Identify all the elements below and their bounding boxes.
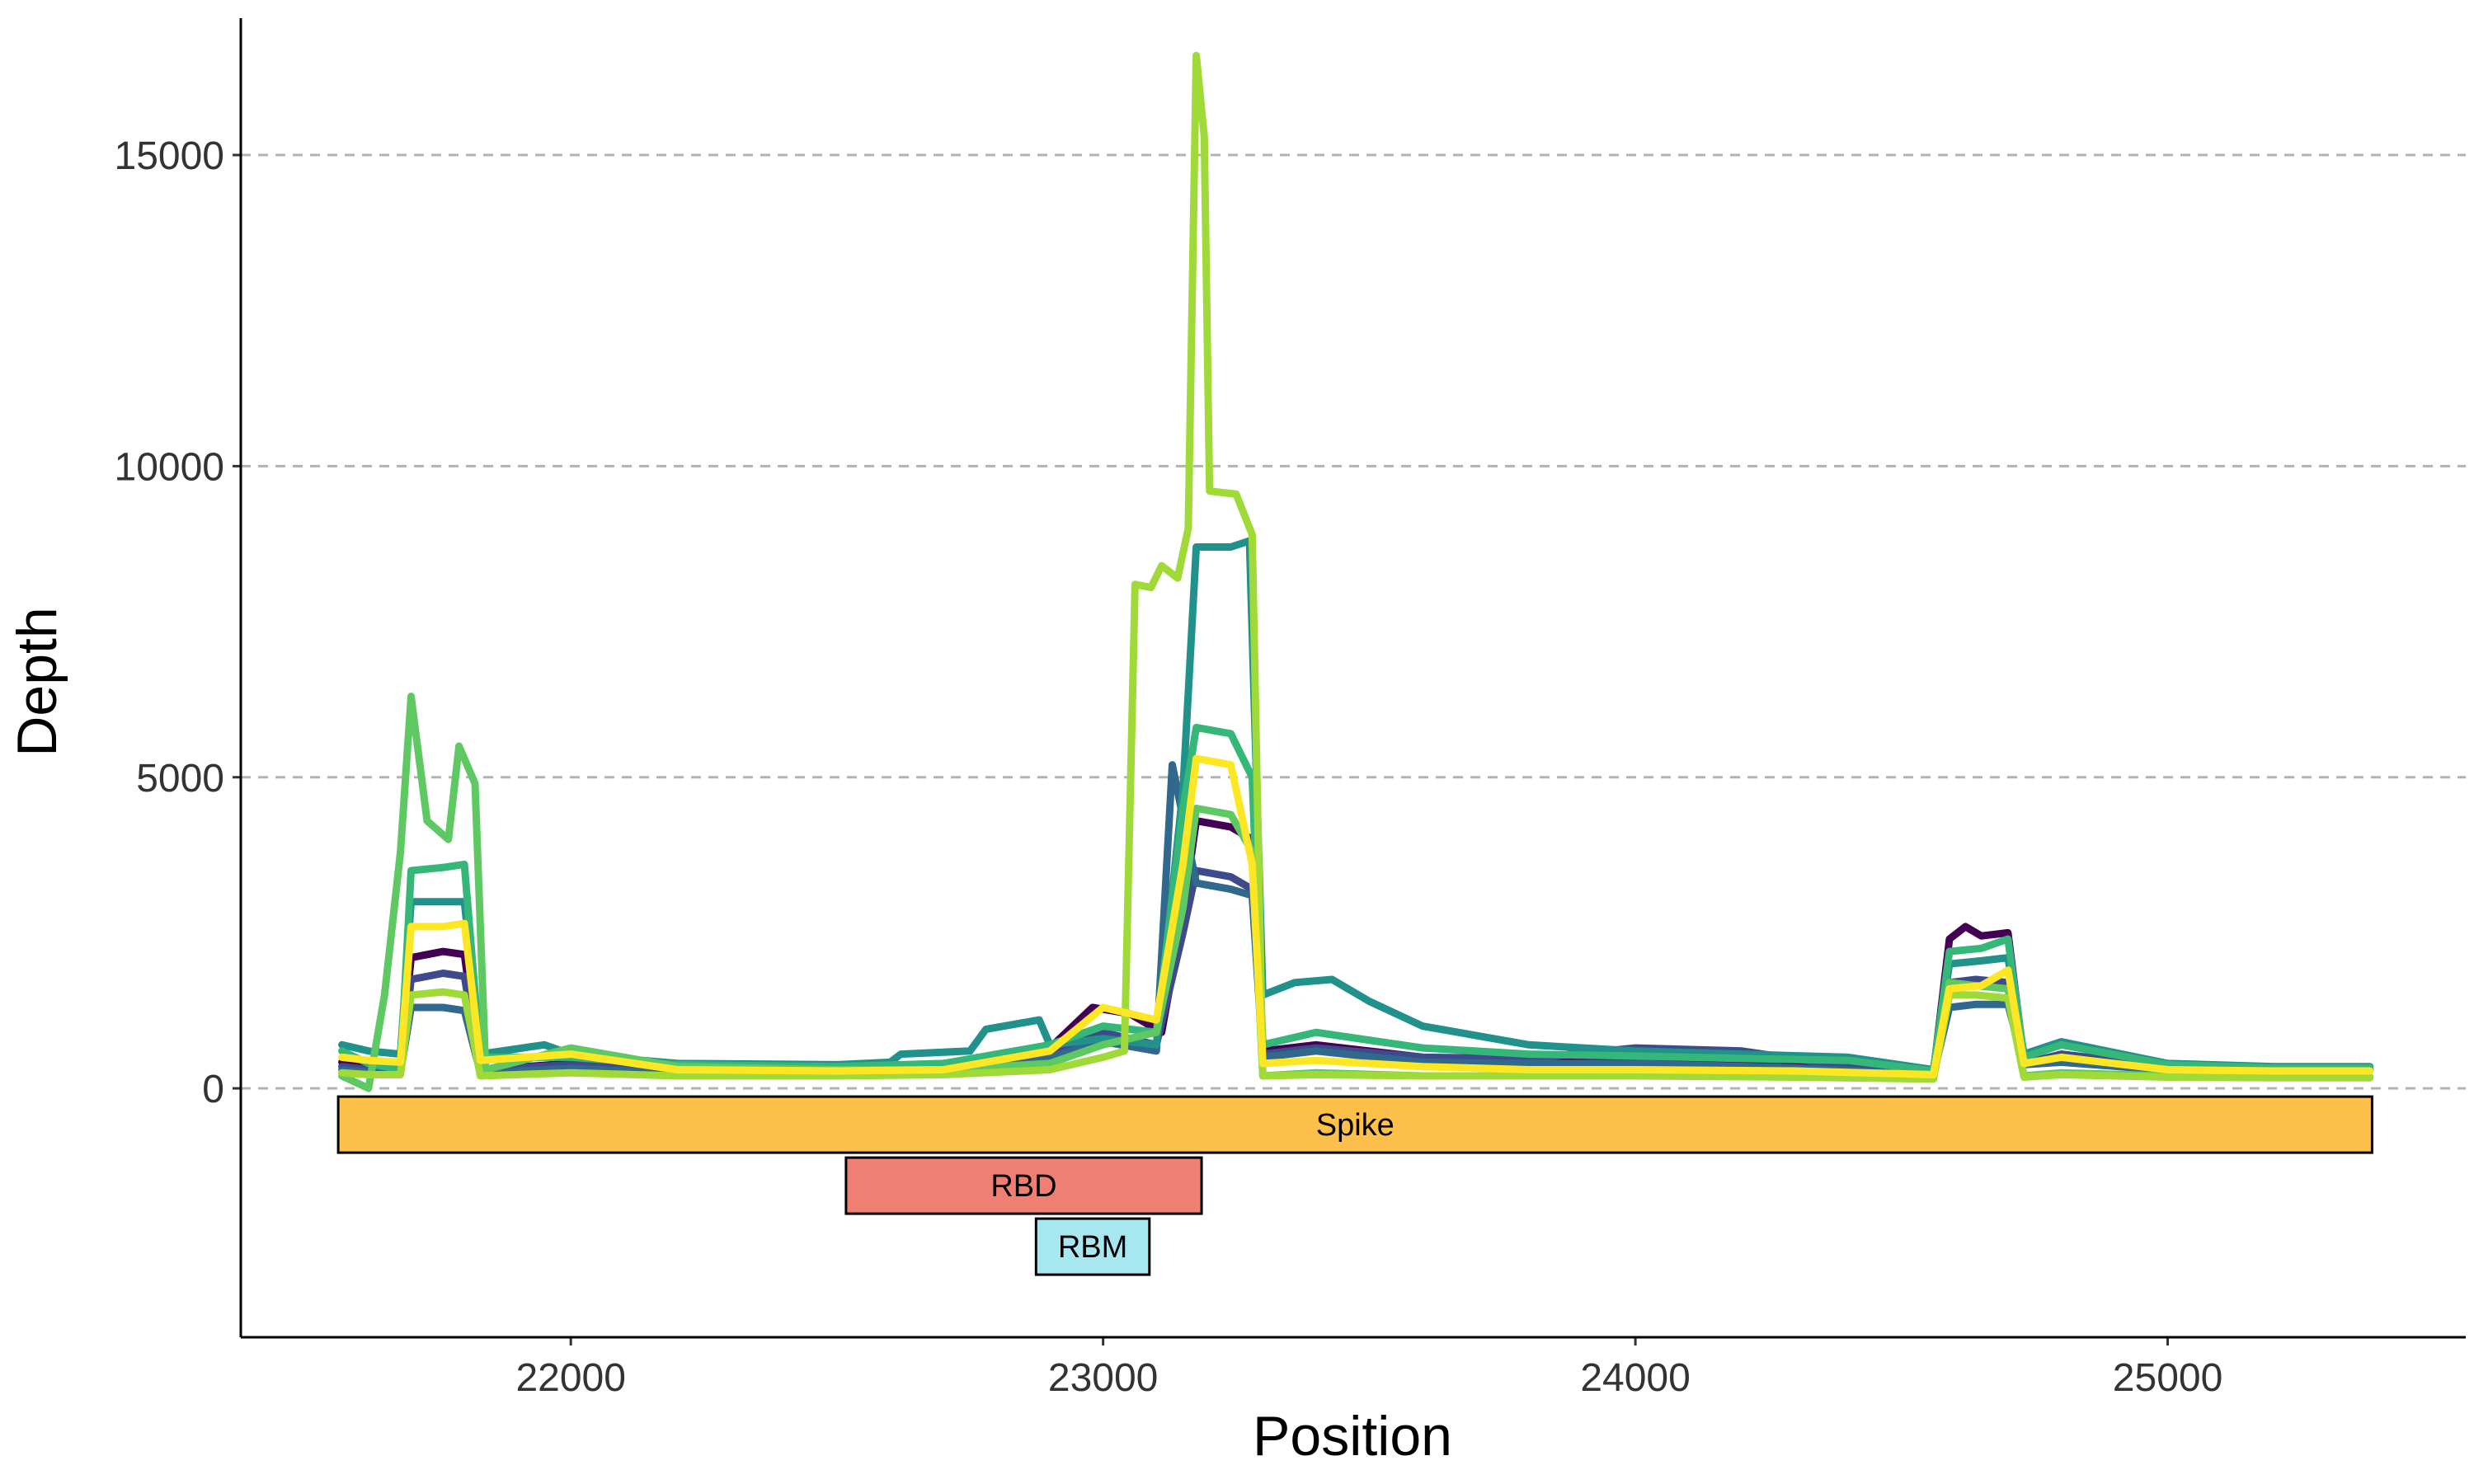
series-line-4: [338, 537, 2374, 1073]
series-line-5: [338, 723, 2374, 1075]
x-tick-label: 24000: [1580, 1356, 1690, 1400]
gene-label-spike: Spike: [1316, 1108, 1395, 1143]
gene-label-rbm: RBM: [1058, 1230, 1127, 1265]
x-tick-label: 22000: [515, 1356, 625, 1400]
series-line-3: [338, 761, 2374, 1078]
x-axis-ticks: 22000 23000 24000 25000: [515, 1337, 2222, 1400]
x-tick-label: 23000: [1048, 1356, 1158, 1400]
series-line-8: [338, 754, 2374, 1078]
x-axis-title: Position: [1253, 1405, 1452, 1468]
series-lines: [338, 51, 2374, 1092]
gene-box-rbd: [844, 1156, 1203, 1215]
gene-label-rbd: RBD: [990, 1169, 1056, 1204]
gene-box-rbm: [1034, 1217, 1151, 1276]
y-tick-label: 0: [202, 1068, 224, 1111]
y-tick-label: 10000: [115, 445, 224, 489]
gene-box-spike: [336, 1095, 2373, 1154]
series-line-6: [338, 693, 2374, 1092]
x-tick-label: 25000: [2113, 1356, 2222, 1400]
y-tick-label: 15000: [115, 134, 224, 178]
y-axis-title: Depth: [6, 607, 68, 756]
y-axis-ticks: 0 5000 10000 15000: [115, 134, 241, 1111]
series-line-7: [338, 51, 2374, 1083]
y-tick-label: 5000: [136, 757, 224, 801]
gridlines: [241, 153, 2466, 1090]
